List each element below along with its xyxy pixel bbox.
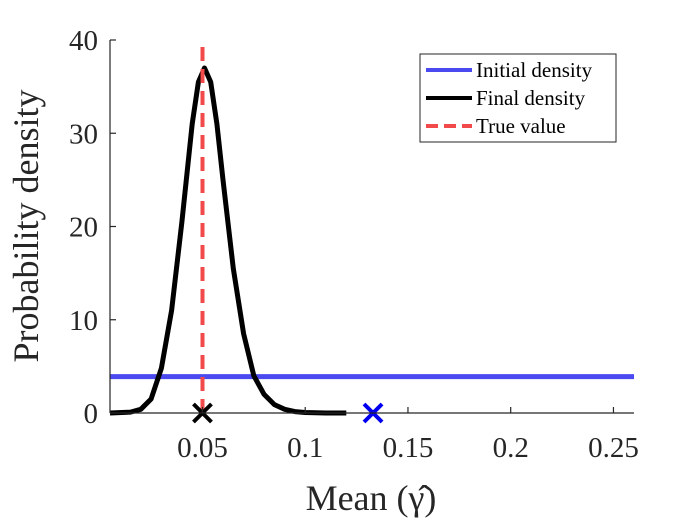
x-tick-label: 0.1 xyxy=(287,432,323,464)
y-axis-label: Probability density xyxy=(6,90,46,363)
x-tick-label: 0.05 xyxy=(177,432,228,464)
x-tick-label: 0.2 xyxy=(493,432,529,464)
y-tick-label: 10 xyxy=(69,305,98,337)
legend-entry-label: True value xyxy=(476,114,566,138)
legend-entry-label: Initial density xyxy=(476,58,593,82)
series-final-density xyxy=(109,65,347,416)
axes: 0.05 0.1 0.15 0.2 0.25 0 10 20 30 40 xyxy=(69,25,639,464)
plot-lines xyxy=(109,40,634,416)
y-tick-label: 30 xyxy=(69,118,98,150)
x-axis-label: Mean (γ̂) xyxy=(306,478,437,518)
legend: Initial density Final density True value xyxy=(419,53,617,143)
y-tick-label: 20 xyxy=(69,212,98,244)
y-tick-label: 0 xyxy=(84,398,99,430)
legend-entry-label: Final density xyxy=(476,86,586,110)
x-tick-label: 0.25 xyxy=(588,432,639,464)
x-tick-label: 0.15 xyxy=(383,432,434,464)
y-tick-label: 40 xyxy=(69,25,98,57)
